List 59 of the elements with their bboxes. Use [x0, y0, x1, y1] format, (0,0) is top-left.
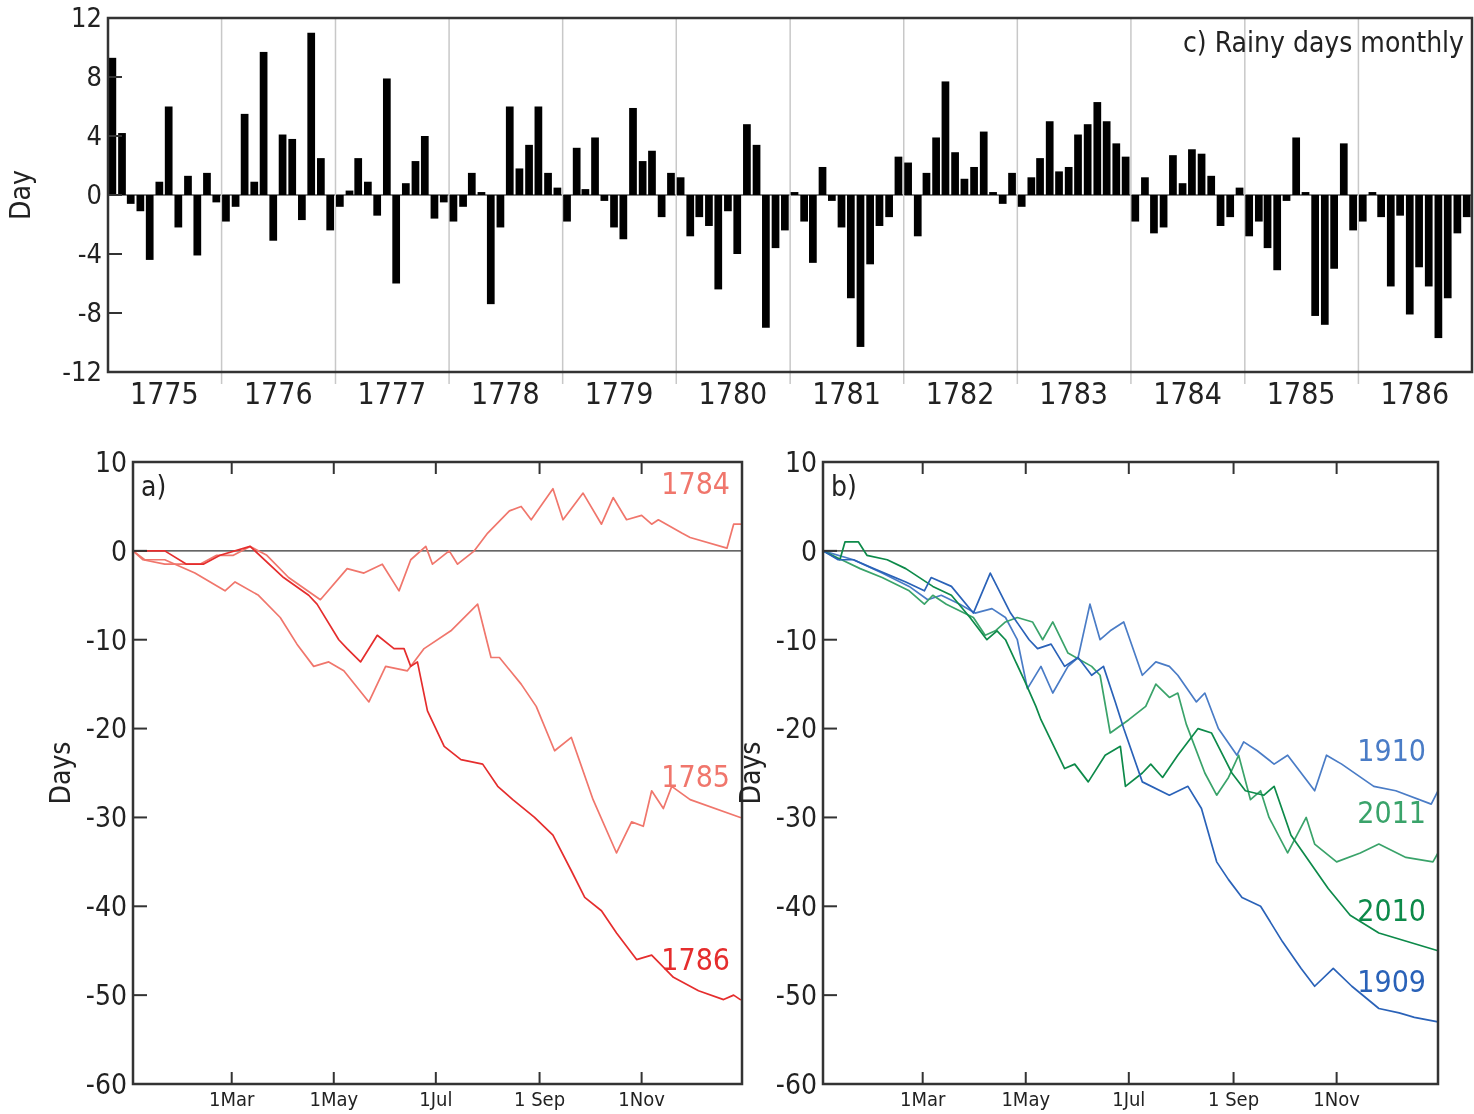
y-tick-label: -20 [85, 712, 127, 746]
chart-title: a) [141, 470, 167, 503]
x-tick-label: 1 Sep [514, 1087, 566, 1111]
y-tick-label: 10 [94, 445, 127, 479]
y-axis-title: Day [4, 170, 37, 220]
y-tick-label: -30 [85, 801, 127, 835]
x-tick-label: 1May [309, 1087, 359, 1111]
y-axis-title: Days [734, 741, 767, 805]
y-tick-label: 0 [110, 534, 127, 568]
y-tick-label: 0 [800, 534, 817, 568]
y-tick-label: -4 [77, 238, 102, 270]
chart-title: b) [831, 470, 857, 503]
x-tick-label: 1Jul [419, 1087, 453, 1111]
x-tick-label: 1778 [471, 376, 540, 411]
y-tick-label: -40 [775, 890, 817, 924]
x-tick-label: 1779 [584, 376, 654, 411]
x-tick-label: 1781 [812, 376, 881, 411]
x-tick-label: 1Jul [1112, 1087, 1146, 1111]
line-series [822, 550, 1439, 1023]
y-tick-label: 8 [86, 61, 102, 93]
y-tick-label: -60 [775, 1067, 817, 1101]
y-tick-label: -10 [85, 623, 127, 657]
series-label: 2010 [1357, 892, 1426, 928]
y-tick-label: 10 [784, 445, 817, 479]
x-tick-label: 1783 [1039, 376, 1108, 411]
y-tick-label: -50 [85, 978, 127, 1012]
x-tick-label: 1786 [1380, 376, 1450, 411]
y-tick-label: -8 [77, 297, 102, 329]
series-label: 1785 [661, 759, 730, 795]
y-tick-label: 0 [86, 179, 102, 211]
series-label: 1786 [661, 941, 730, 977]
x-tick-label: 1Nov [1313, 1087, 1361, 1111]
x-tick-label: 1785 [1266, 376, 1336, 411]
y-tick-label: -40 [85, 890, 127, 924]
y-tick-label: -12 [62, 356, 102, 388]
y-tick-label: -60 [85, 1067, 127, 1101]
y-tick-label: 12 [71, 2, 102, 34]
x-tick-label: 1782 [925, 376, 995, 411]
y-tick-label: -30 [775, 801, 817, 835]
x-tick-label: 1Mar [209, 1087, 256, 1111]
x-tick-label: 1 Sep [1208, 1087, 1260, 1111]
x-tick-label: 1May [1001, 1087, 1051, 1111]
x-tick-label: 1780 [698, 376, 768, 411]
x-tick-label: 1Mar [899, 1087, 946, 1111]
chart-title: c) Rainy days monthly [1183, 26, 1465, 59]
y-axis-title: Days [44, 741, 77, 805]
y-tick-label: 4 [86, 120, 102, 152]
series-label: 1909 [1357, 963, 1426, 999]
series-label: 1910 [1357, 732, 1426, 768]
x-tick-label: 1777 [357, 376, 427, 411]
x-tick-label: 1776 [243, 376, 313, 411]
y-tick-label: -50 [775, 978, 817, 1012]
x-tick-label: 1775 [129, 376, 199, 411]
series-label: 2011 [1357, 794, 1426, 830]
x-tick-label: 1Nov [618, 1087, 666, 1111]
x-tick-label: 1784 [1153, 376, 1222, 411]
y-tick-label: -20 [775, 712, 817, 746]
series-label: 1784 [661, 466, 730, 502]
y-tick-label: -10 [775, 623, 817, 657]
